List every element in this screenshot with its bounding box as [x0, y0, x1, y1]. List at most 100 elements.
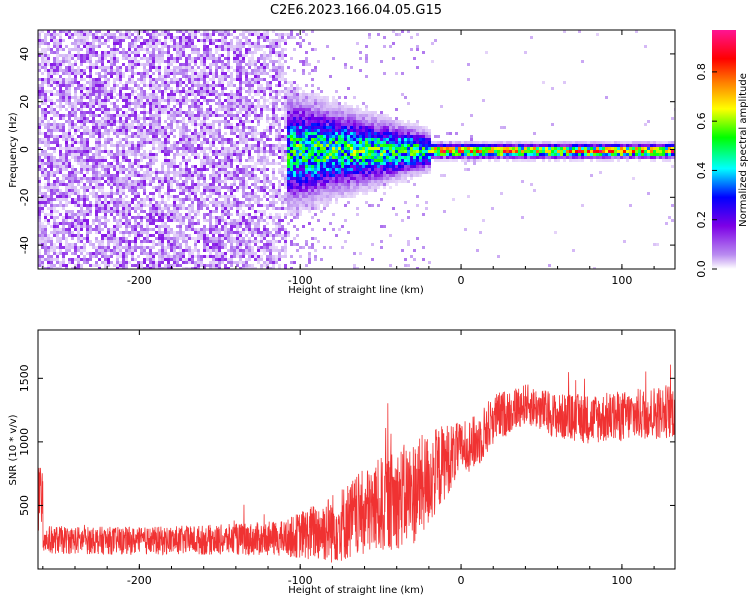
spectrogram-cell [152, 135, 155, 138]
spectrogram-cell [212, 72, 215, 75]
spectrogram-cell [275, 240, 278, 243]
spectrogram-cell [119, 216, 122, 219]
spectrogram-cell [59, 195, 62, 198]
spectrogram-cell [206, 99, 209, 102]
spectrogram-cell [278, 36, 281, 39]
spectrogram-cell [119, 192, 122, 195]
spectrogram-cell [188, 63, 191, 66]
spectrogram-cell [182, 207, 185, 210]
spectrogram-cell [122, 171, 125, 174]
spectrogram-cell [110, 228, 113, 231]
spectrogram-cell [80, 177, 83, 180]
spectrogram-cell [149, 45, 152, 48]
spectrogram-cell [227, 159, 230, 162]
spectrogram-cell [65, 204, 68, 207]
spectrogram-cell [164, 135, 167, 138]
spectrogram-cell [230, 189, 233, 192]
spectrogram-cell [179, 126, 182, 129]
spectrogram-cell [236, 96, 239, 99]
spectrogram-cell [44, 51, 47, 54]
spectrogram-cell [266, 162, 269, 165]
spectrogram-cell [176, 90, 179, 93]
spectrogram-cell [95, 255, 98, 258]
spectrogram-cell [89, 78, 92, 81]
spectrogram-cell [236, 168, 239, 171]
spectrogram-cell [227, 240, 230, 243]
spectrogram-cell [275, 261, 278, 264]
spectrogram-cell [227, 57, 230, 60]
spectrogram-cell [227, 222, 230, 225]
spectrogram-cell [38, 120, 41, 123]
spectrogram-cell [266, 249, 269, 252]
spectrogram-cell [287, 231, 290, 234]
spectrogram-cell [281, 156, 284, 159]
spectrogram-cell [173, 108, 176, 111]
spectrogram-cell [116, 198, 119, 201]
spectrogram-cell [50, 165, 53, 168]
spectrogram-cell [191, 120, 194, 123]
spectrogram-cell [218, 216, 221, 219]
spectrogram-cell [77, 153, 80, 156]
spectrogram-cell [221, 162, 224, 165]
spectrogram-cell [227, 237, 230, 240]
spectrogram-cell [44, 249, 47, 252]
spectrogram-cell [176, 153, 179, 156]
spectrogram-cell [101, 255, 104, 258]
spectrogram-cell [77, 237, 80, 240]
spectrogram-cell [284, 192, 287, 195]
spectrogram-cell [185, 75, 188, 78]
spectrogram-cell [170, 231, 173, 234]
spectrogram-cell [98, 267, 101, 269]
spectrogram-cell [218, 234, 221, 237]
spectrogram-cell [128, 261, 131, 264]
spectrogram-cell [149, 93, 152, 96]
spectrogram-cell [191, 45, 194, 48]
spectrogram-cell [203, 51, 206, 54]
spectrogram-cell [77, 72, 80, 75]
spectrogram-cell [263, 231, 266, 234]
spectrogram-cell [257, 168, 260, 171]
spectrogram-cell [275, 228, 278, 231]
spectrogram-cell [173, 129, 176, 132]
spectrogram-cell [275, 117, 278, 120]
spectrogram-cell [197, 231, 200, 234]
spectrogram-cell [107, 219, 110, 222]
spectrogram-cell [62, 138, 65, 141]
spectrogram-cell [215, 225, 218, 228]
spectrogram-cell [197, 219, 200, 222]
spectrogram-cell [287, 180, 290, 183]
spectrogram-cell [50, 69, 53, 72]
spectrogram-cell [92, 102, 95, 105]
spectrogram-cell [89, 240, 92, 243]
spectrogram-cell [170, 216, 173, 219]
spectrogram-cell [95, 114, 98, 117]
spectrogram-cell [272, 45, 275, 48]
spectrogram-cell [68, 213, 71, 216]
spectrogram-cell [176, 186, 179, 189]
spectrogram-cell [239, 222, 242, 225]
spectrogram-cell [266, 198, 269, 201]
spectrogram-cell [71, 252, 74, 255]
spectrogram-cell [176, 87, 179, 90]
spectrogram-cell [59, 144, 62, 147]
spectrogram-cell [128, 63, 131, 66]
spectrogram-cell [170, 87, 173, 90]
spectrogram-cell [152, 93, 155, 96]
spectrogram-cell [242, 141, 245, 144]
spectrogram-cell [203, 120, 206, 123]
spectrogram-cell [203, 213, 206, 216]
spectrogram-cell [164, 72, 167, 75]
spectrogram-cell [242, 183, 245, 186]
spectrogram-cell [227, 204, 230, 207]
spectrogram-cell [188, 159, 191, 162]
spectrogram-cell [152, 156, 155, 159]
spectrogram-cell [134, 54, 137, 57]
spectrogram-cell [221, 219, 224, 222]
spectrogram-cell [218, 219, 221, 222]
spectrogram-cell [38, 123, 41, 126]
spectrogram-cell [203, 159, 206, 162]
spectrogram-cell [170, 255, 173, 258]
spectrogram-cell [203, 42, 206, 45]
spectrogram-cell [62, 156, 65, 159]
spectrogram-cell [80, 240, 83, 243]
